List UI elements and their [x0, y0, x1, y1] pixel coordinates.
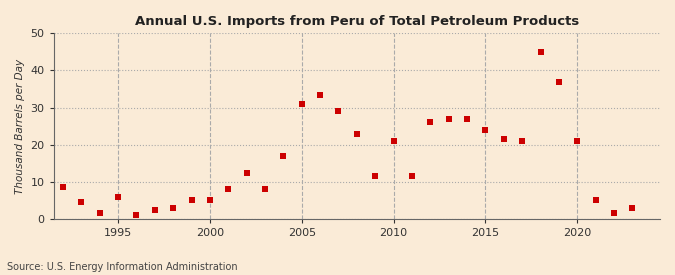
- Point: [260, 187, 271, 191]
- Point: [113, 194, 124, 199]
- Point: [425, 120, 436, 125]
- Y-axis label: Thousand Barrels per Day: Thousand Barrels per Day: [15, 59, 25, 194]
- Point: [591, 198, 601, 203]
- Point: [554, 79, 564, 84]
- Point: [535, 50, 546, 54]
- Point: [352, 131, 362, 136]
- Point: [296, 102, 307, 106]
- Point: [609, 211, 620, 216]
- Point: [167, 206, 178, 210]
- Point: [443, 117, 454, 121]
- Point: [57, 185, 68, 190]
- Point: [572, 139, 583, 143]
- Point: [223, 187, 234, 191]
- Point: [278, 154, 289, 158]
- Point: [186, 198, 197, 203]
- Point: [76, 200, 86, 205]
- Point: [149, 208, 160, 212]
- Point: [95, 211, 105, 216]
- Point: [333, 109, 344, 114]
- Point: [517, 139, 528, 143]
- Point: [627, 206, 638, 210]
- Text: Source: U.S. Energy Information Administration: Source: U.S. Energy Information Administ…: [7, 262, 238, 272]
- Point: [315, 92, 325, 97]
- Title: Annual U.S. Imports from Peru of Total Petroleum Products: Annual U.S. Imports from Peru of Total P…: [135, 15, 579, 28]
- Point: [498, 137, 509, 141]
- Point: [241, 170, 252, 175]
- Point: [370, 174, 381, 178]
- Point: [131, 213, 142, 218]
- Point: [205, 198, 215, 203]
- Point: [462, 117, 472, 121]
- Point: [388, 139, 399, 143]
- Point: [480, 128, 491, 132]
- Point: [406, 174, 417, 178]
